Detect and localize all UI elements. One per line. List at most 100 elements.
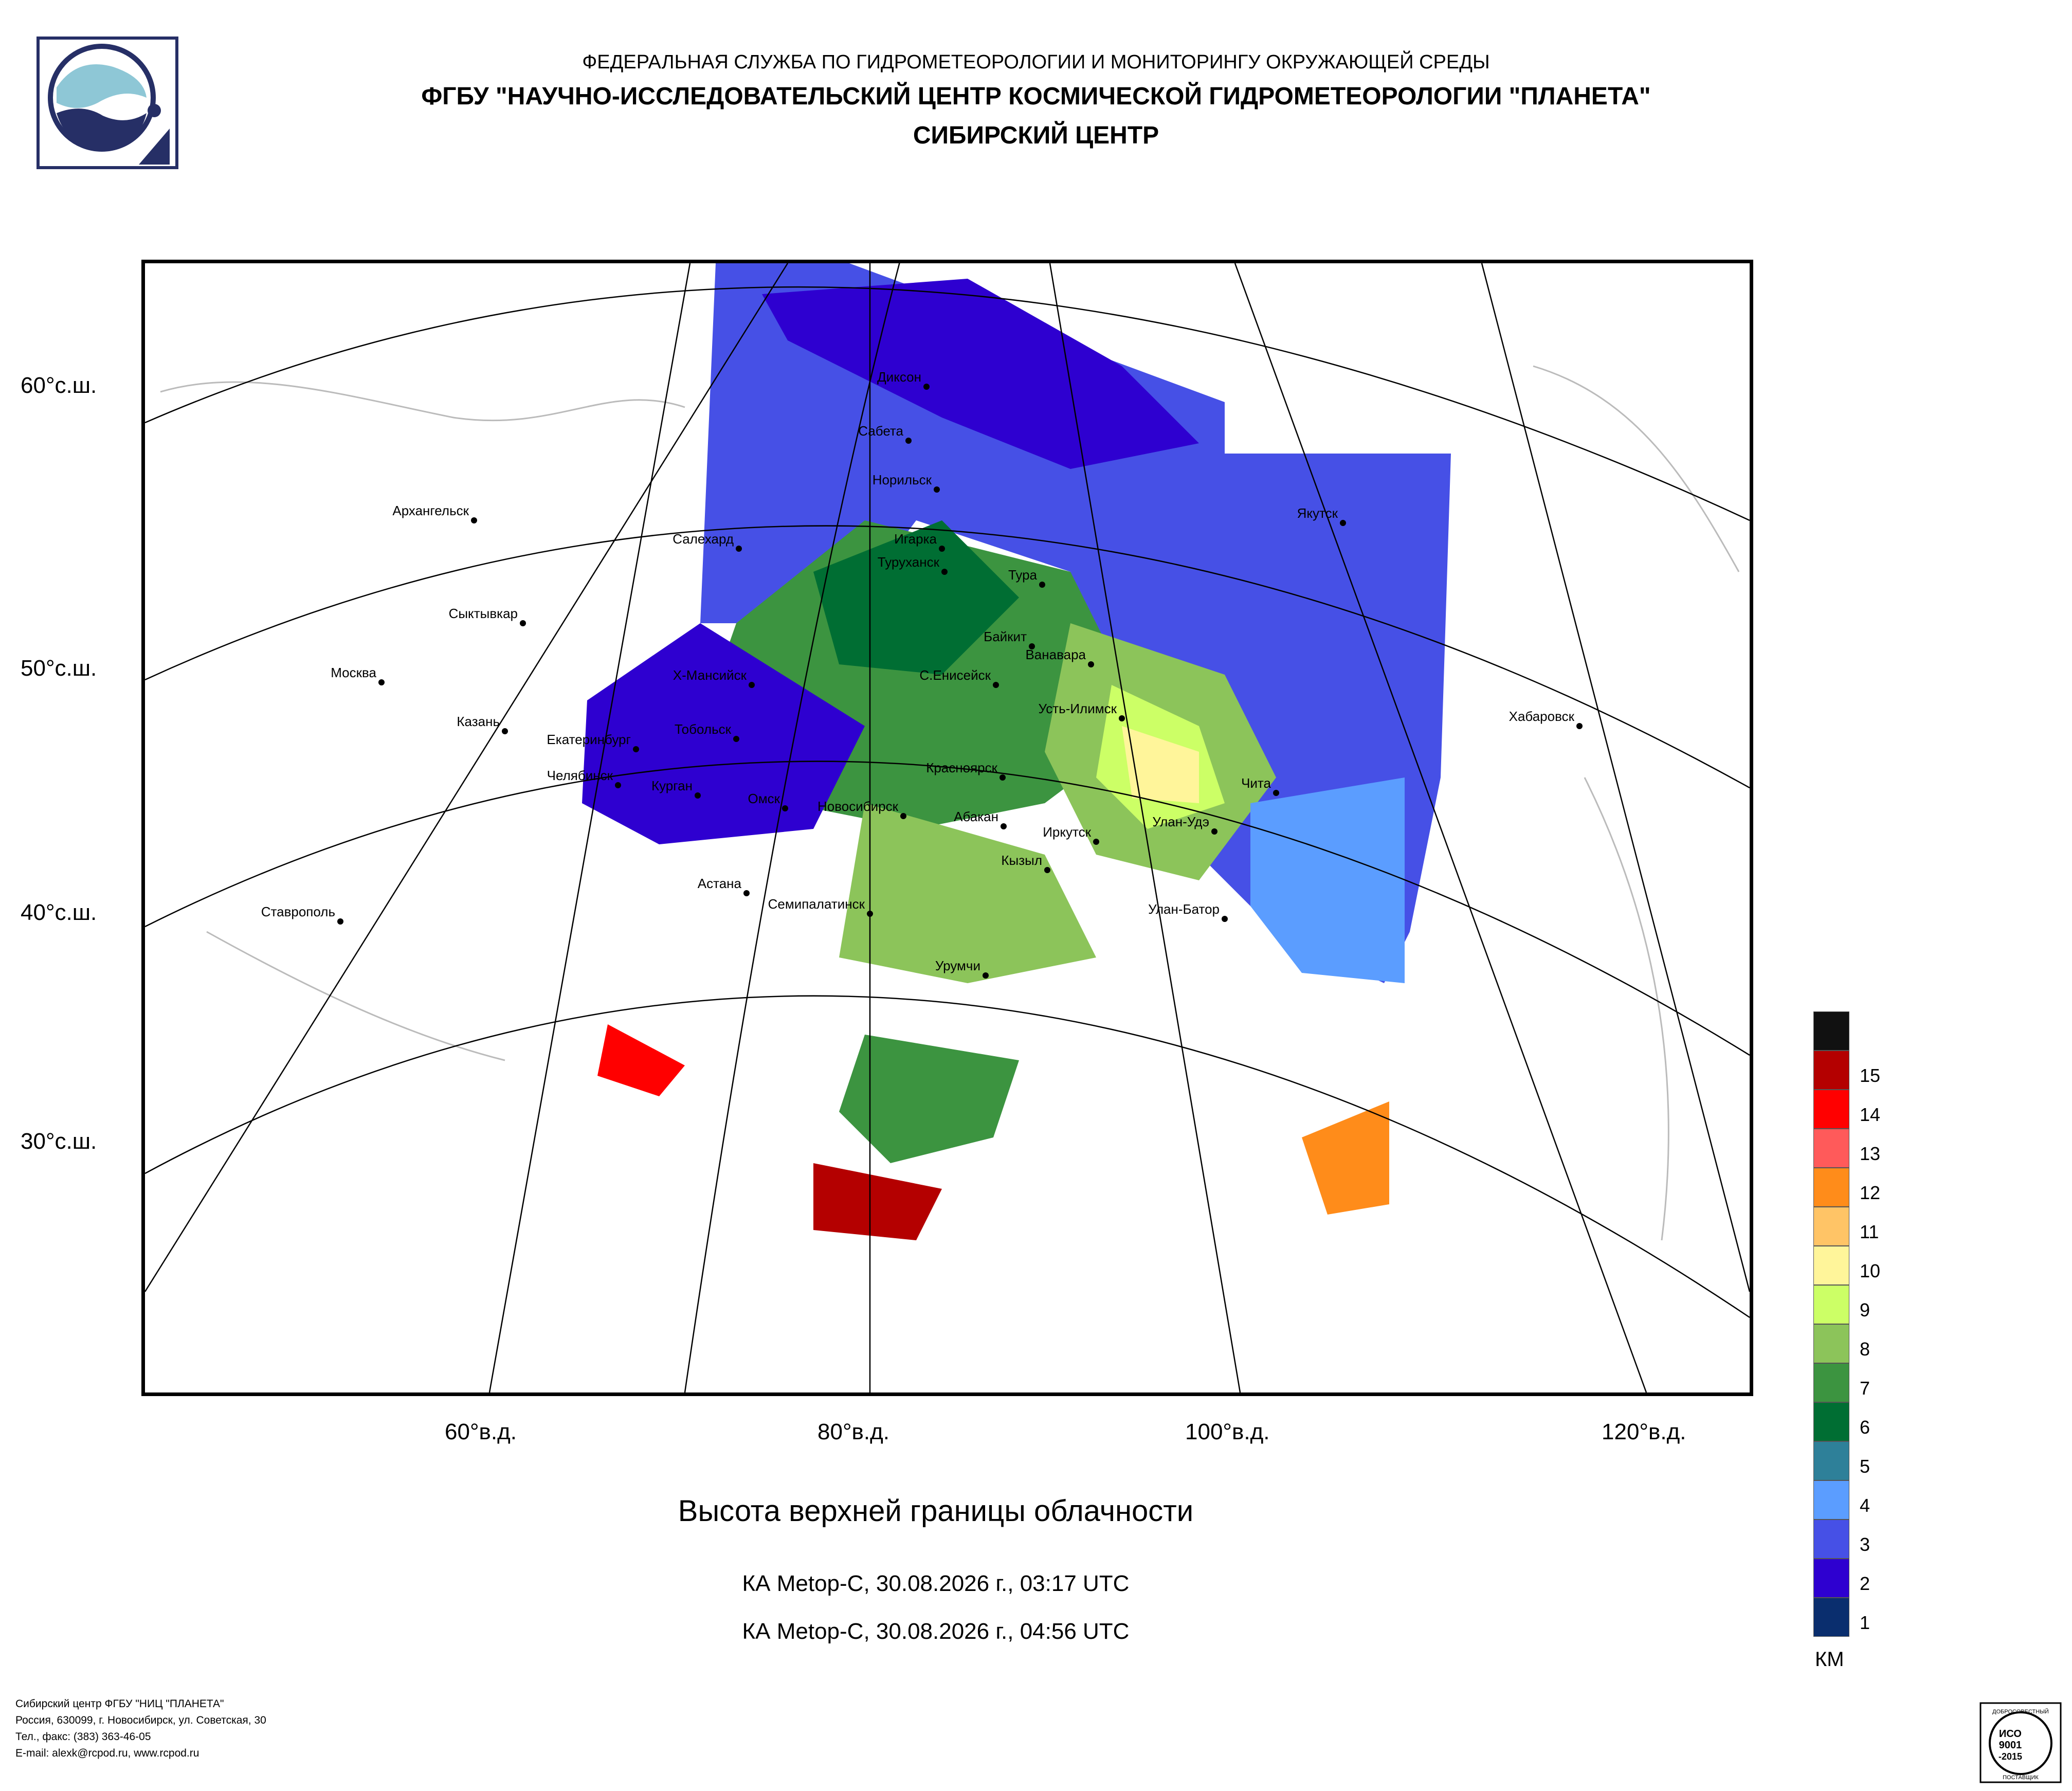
city-marker — [867, 911, 873, 917]
cloud-top-height-map: Диксон Сабета Норильск Архангельск Якутск Сал… — [141, 260, 1753, 1396]
city-marker — [1001, 823, 1007, 829]
city-label: Норильск — [873, 472, 932, 487]
city-label: Диксон — [877, 369, 921, 385]
city-label: Ставрополь — [261, 904, 335, 919]
map-canvas: Диксон Сабета Норильск Архангельск Якутск Сал… — [145, 263, 1750, 1392]
city-marker — [1273, 790, 1279, 796]
agency-title: ФЕДЕРАЛЬНАЯ СЛУЖБА ПО ГИДРОМЕТЕОРОЛОГИИ … — [582, 51, 1490, 73]
city-label: Сыктывкар — [449, 606, 518, 621]
city-labels: Диксон Сабета Норильск Архангельск Якутск Сал… — [261, 369, 1583, 979]
lat-label-50: 50°с.ш. — [21, 656, 97, 681]
institute-title: ФГБУ "НАУЧНО-ИССЛЕДОВАТЕЛЬСКИЙ ЦЕНТР КОС… — [421, 83, 1651, 110]
city-label: Улан-Батор — [1148, 901, 1220, 917]
city-label: Екатеринбург — [547, 732, 631, 747]
city-marker — [337, 918, 343, 925]
city-label: Тура — [1008, 567, 1038, 583]
footer-line: Россия, 630099, г. Новосибирск, ул. Сове… — [15, 1714, 266, 1726]
city-marker — [633, 746, 639, 752]
pass-2: КА Metop-C, 30.08.2026 г., 04:56 UTC — [742, 1619, 1130, 1644]
city-label: Хабаровск — [1509, 709, 1575, 724]
legend-swatch — [1813, 1402, 1849, 1441]
legend-label: 14 — [1860, 1104, 1881, 1125]
legend-swatch — [1813, 1051, 1849, 1090]
iso-certificate-badge: ДОБРОСОВЕСТНЫЙ ИСО 9001 -2015 ПОСТАВЩИК — [1979, 1702, 2062, 1783]
footer-contact: Сибирский центр ФГБУ "НИЦ "ПЛАНЕТА" Росс… — [15, 1696, 266, 1762]
legend-swatch — [1813, 1480, 1849, 1519]
city-marker — [1340, 520, 1346, 526]
city-marker — [1029, 643, 1035, 649]
legend-swatch — [1813, 1559, 1849, 1598]
legend-label: 11 — [1860, 1221, 1879, 1242]
city-label: Челябинск — [547, 768, 613, 783]
lat-label-40: 40°с.ш. — [21, 900, 97, 925]
legend-label: 6 — [1860, 1417, 1870, 1438]
legend-swatch — [1813, 1246, 1849, 1285]
city-marker — [743, 890, 750, 896]
legend-label: 8 — [1860, 1338, 1870, 1360]
legend-label: 10 — [1860, 1260, 1881, 1281]
city-label: Туруханск — [878, 554, 940, 570]
legend-label: 2 — [1860, 1573, 1870, 1594]
planeta-logo — [37, 37, 178, 169]
legend-swatch — [1813, 1598, 1849, 1637]
legend-swatch — [1813, 1129, 1849, 1168]
city-marker — [1088, 661, 1094, 667]
city-label: Байкит — [984, 629, 1027, 644]
city-marker — [999, 774, 1006, 781]
lon-label-60: 60°в.д. — [445, 1419, 517, 1444]
legend-label: 4 — [1860, 1495, 1870, 1516]
cert-9001-text: 9001 — [1999, 1740, 2022, 1751]
city-marker — [749, 682, 755, 688]
city-marker — [1093, 839, 1099, 845]
city-marker — [471, 517, 477, 523]
city-marker — [934, 486, 940, 493]
city-marker — [923, 384, 930, 390]
footer-line: E-mail: alexk@rcpod.ru, www.rcpod.ru — [15, 1747, 199, 1759]
legend-swatch — [1813, 1168, 1849, 1207]
city-label: Х-Мансийск — [673, 667, 747, 683]
legend-unit: КМ — [1815, 1648, 1844, 1671]
lon-label-80: 80°в.д. — [817, 1419, 890, 1444]
city-label: Игарка — [894, 531, 937, 547]
city-marker — [520, 620, 526, 626]
cert-iso-text: ИСО — [1999, 1728, 2022, 1740]
legend-swatch — [1813, 1011, 1849, 1051]
city-label: Казань — [457, 714, 500, 729]
city-label: Курган — [651, 778, 693, 793]
city-label: Усть-Илимск — [1038, 701, 1117, 716]
city-label: Новосибирск — [817, 799, 899, 814]
city-label: Кызыл — [1001, 853, 1042, 868]
legend-label: 1 — [1860, 1612, 1870, 1633]
legend-swatch — [1813, 1363, 1849, 1402]
city-marker — [615, 782, 621, 788]
legend-label: 7 — [1860, 1378, 1870, 1399]
legend-label: 12 — [1860, 1182, 1881, 1203]
city-marker — [939, 546, 945, 552]
city-marker — [695, 792, 701, 799]
city-marker — [983, 972, 989, 979]
city-label: Семипалатинск — [768, 896, 865, 912]
cert-bottom-text: ПОСТАВЩИК — [2003, 1775, 2039, 1781]
cert-2015-text: -2015 — [1998, 1751, 2022, 1762]
lon-label-100: 100°в.д. — [1185, 1419, 1270, 1444]
legend-label: 5 — [1860, 1456, 1870, 1477]
legend-swatch — [1813, 1207, 1849, 1246]
city-label: Чита — [1241, 775, 1271, 791]
legend-swatch — [1813, 1519, 1849, 1559]
city-marker — [1119, 715, 1125, 721]
city-label: Ванавара — [1025, 647, 1086, 662]
city-marker — [900, 813, 906, 819]
city-label: Астана — [698, 876, 742, 891]
legend-swatch — [1813, 1441, 1849, 1480]
city-label: Омск — [748, 791, 780, 806]
city-marker — [941, 569, 948, 575]
legend-swatch — [1813, 1090, 1849, 1129]
city-marker — [736, 546, 742, 552]
lat-label-60: 60°с.ш. — [21, 373, 97, 398]
city-label: Иркутск — [1043, 824, 1091, 840]
cloud-swath — [515, 263, 1451, 1281]
lat-label-30: 30°с.ш. — [21, 1129, 97, 1154]
city-marker — [782, 805, 788, 811]
cert-top-text: ДОБРОСОВЕСТНЫЙ — [1992, 1708, 2049, 1715]
city-label: Красноярск — [926, 760, 997, 775]
